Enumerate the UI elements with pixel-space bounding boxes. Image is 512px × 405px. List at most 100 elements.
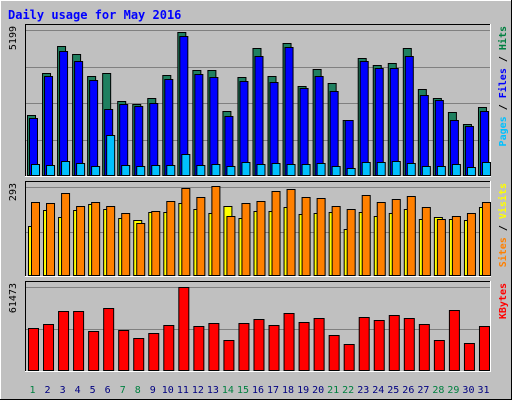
bar-files-day-5 (89, 80, 99, 176)
bar-kbytes-day-3 (58, 311, 70, 371)
x-tick-day-8: 8 (135, 385, 141, 396)
bar-files-day-7 (119, 104, 129, 176)
bar-sites-day-12 (196, 197, 206, 276)
bar-sites-day-13 (211, 186, 221, 276)
bar-pages-day-30 (466, 167, 476, 176)
legend-entry: Files (497, 68, 509, 98)
x-tick-day-26: 26 (402, 385, 414, 396)
x-tick-day-29: 29 (447, 385, 459, 396)
bar-kbytes-day-1 (28, 328, 39, 371)
x-tick-day-15: 15 (237, 385, 249, 396)
legend-entry: Sites (497, 237, 509, 267)
bar-pages-day-29 (451, 164, 461, 176)
x-tick-day-20: 20 (312, 385, 324, 396)
bar-pages-day-17 (271, 163, 281, 176)
bar-files-day-25 (389, 68, 399, 176)
bar-sites-day-2 (46, 203, 56, 276)
x-tick-day-23: 23 (357, 385, 369, 396)
panel-hits-files-pages: 5199 Pages / Files / Hits (8, 24, 509, 177)
bar-sites-day-31 (481, 202, 491, 276)
bar-sites-day-29 (451, 216, 461, 276)
bar-kbytes-day-20 (313, 318, 325, 371)
x-tick-day-25: 25 (387, 385, 399, 396)
bar-sites-day-22 (346, 209, 356, 276)
x-tick-day-1: 1 (30, 385, 36, 396)
bar-kbytes-day-23 (358, 317, 370, 371)
x-tick-day-28: 28 (432, 385, 444, 396)
legend-entry: Hits (497, 26, 509, 50)
bar-sites-day-24 (376, 202, 386, 276)
bar-files-day-24 (374, 68, 384, 176)
legend-entry: Visits (497, 183, 509, 219)
bar-kbytes-day-28 (433, 340, 445, 371)
bar-sites-day-3 (61, 193, 71, 276)
bar-sites-day-15 (241, 203, 251, 276)
x-tick-day-19: 19 (297, 385, 309, 396)
bar-pages-day-16 (256, 164, 266, 176)
bar-pages-day-11 (181, 154, 191, 176)
bar-sites-day-5 (91, 202, 101, 276)
x-tick-day-24: 24 (372, 385, 384, 396)
bar-pages-day-7 (121, 165, 131, 176)
bar-pages-day-8 (136, 166, 146, 176)
bar-files-day-23 (359, 61, 369, 176)
x-tick-day-16: 16 (252, 385, 264, 396)
x-tick-day-6: 6 (105, 385, 111, 396)
bar-pages-day-28 (436, 166, 446, 176)
bar-sites-day-16 (256, 201, 266, 276)
chart-panels: 5199 Pages / Files / Hits 293 Sites / Visit… (8, 24, 509, 372)
bar-sites-day-14 (226, 216, 236, 276)
bar-kbytes-day-30 (463, 343, 475, 371)
bar-kbytes-day-12 (193, 326, 205, 371)
bar-files-day-21 (329, 91, 339, 176)
bar-sites-day-30 (466, 213, 476, 276)
bar-files-day-2 (44, 76, 54, 176)
bar-pages-day-1 (31, 164, 40, 176)
bar-kbytes-day-9 (148, 333, 160, 371)
bar-pages-day-31 (481, 162, 491, 176)
legend-entry: / (498, 98, 509, 116)
bar-pages-day-6 (106, 135, 116, 176)
bar-kbytes-day-11 (178, 287, 190, 371)
bar-sites-day-7 (121, 213, 131, 276)
x-tick-day-7: 7 (120, 385, 126, 396)
x-tick-day-22: 22 (342, 385, 354, 396)
x-tick-day-12: 12 (192, 385, 204, 396)
bar-kbytes-day-14 (223, 340, 235, 371)
bar-files-day-3 (59, 51, 69, 176)
bar-kbytes-day-29 (448, 310, 460, 371)
legend-entry: / (498, 50, 509, 68)
bar-kbytes-day-17 (268, 325, 280, 371)
bar-sites-day-18 (286, 189, 296, 276)
x-tick-day-14: 14 (222, 385, 234, 396)
bar-files-day-17 (269, 82, 279, 176)
x-tick-day-2: 2 (45, 385, 51, 396)
bar-pages-day-13 (211, 164, 221, 176)
bar-files-day-4 (74, 61, 84, 176)
bar-kbytes-day-19 (298, 322, 310, 371)
x-tick-day-11: 11 (177, 385, 189, 396)
bar-sites-day-6 (106, 206, 116, 276)
x-tick-day-10: 10 (162, 385, 174, 396)
bar-files-day-27 (419, 95, 429, 176)
bar-kbytes-day-21 (328, 335, 340, 371)
legend-entry: Pages (498, 116, 509, 146)
bar-pages-day-18 (286, 164, 296, 176)
bar-sites-day-11 (181, 188, 191, 276)
bar-files-day-10 (164, 79, 174, 176)
bar-files-day-12 (194, 74, 204, 176)
panel-visits-sites: 293 Sites / Visits (8, 181, 509, 277)
bar-pages-day-24 (376, 162, 386, 176)
bar-files-day-19 (299, 88, 309, 176)
bar-kbytes-day-15 (238, 323, 250, 371)
bar-pages-day-26 (406, 163, 416, 176)
panel-legend: Pages / Files / Hits (497, 26, 509, 146)
bar-kbytes-day-2 (43, 324, 55, 371)
bar-kbytes-day-10 (163, 325, 175, 371)
bar-kbytes-day-25 (388, 315, 400, 371)
bar-sites-day-4 (76, 206, 86, 276)
bar-sites-day-26 (406, 196, 416, 276)
bar-pages-day-23 (361, 162, 371, 176)
bar-pages-day-22 (346, 168, 356, 176)
